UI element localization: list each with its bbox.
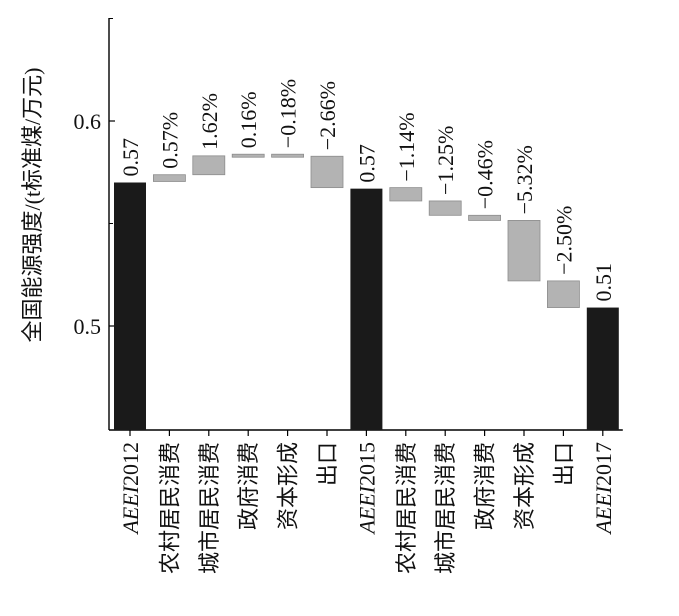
y-tick-label: 0.5 (74, 314, 102, 339)
data-label: −5.32% (512, 145, 537, 214)
y-tick-label: 0.6 (74, 109, 102, 134)
bar-total (350, 188, 383, 430)
data-label: 1.62% (197, 93, 222, 150)
x-tick-label: AEEI2015 (354, 442, 379, 536)
x-tick-label: 出口 (551, 442, 576, 486)
bar-delta (192, 155, 226, 176)
bar-delta (547, 280, 580, 308)
bar-total (114, 182, 146, 430)
data-label: 0.16% (236, 91, 261, 148)
x-tick-label: 出口 (315, 442, 340, 486)
bar-delta (389, 187, 423, 202)
data-label: 0.51 (591, 263, 616, 302)
data-label: 0.57% (157, 112, 182, 169)
bar-delta (231, 153, 265, 158)
x-tick-label: 农村居民消费 (157, 442, 182, 574)
data-label: −0.46% (473, 140, 498, 209)
x-tick-label: 资本形成 (276, 442, 301, 530)
x-tick-label: 资本形成 (512, 442, 537, 530)
bar-delta (468, 214, 502, 221)
x-tick-label: AEEI2012 (118, 442, 143, 536)
x-tick-label: 城市居民消费 (197, 442, 222, 574)
x-tick-label: 政府消费 (236, 442, 261, 530)
data-label: −1.14% (394, 112, 419, 181)
y-axis-title: 全国能源强度/(t标准煤/万元) (20, 68, 45, 343)
bar-total (586, 307, 619, 430)
data-label: −2.66% (315, 81, 340, 150)
bar-delta (271, 153, 305, 158)
x-tick-label: 城市居民消费 (433, 442, 458, 574)
bar-delta (310, 155, 344, 189)
data-label: 0.57 (354, 144, 379, 183)
data-label: −1.25% (433, 126, 458, 195)
x-tick-label: 政府消费 (473, 442, 498, 530)
x-tick-label: AEEI2017 (591, 442, 616, 536)
x-tick-label: 农村居民消费 (394, 442, 419, 574)
bar-delta (428, 200, 462, 216)
data-label: −2.50% (551, 206, 576, 275)
data-label: 0.57 (118, 138, 143, 177)
data-label: −0.18% (276, 79, 301, 148)
bar-delta (507, 220, 541, 282)
bar-delta (152, 174, 186, 182)
